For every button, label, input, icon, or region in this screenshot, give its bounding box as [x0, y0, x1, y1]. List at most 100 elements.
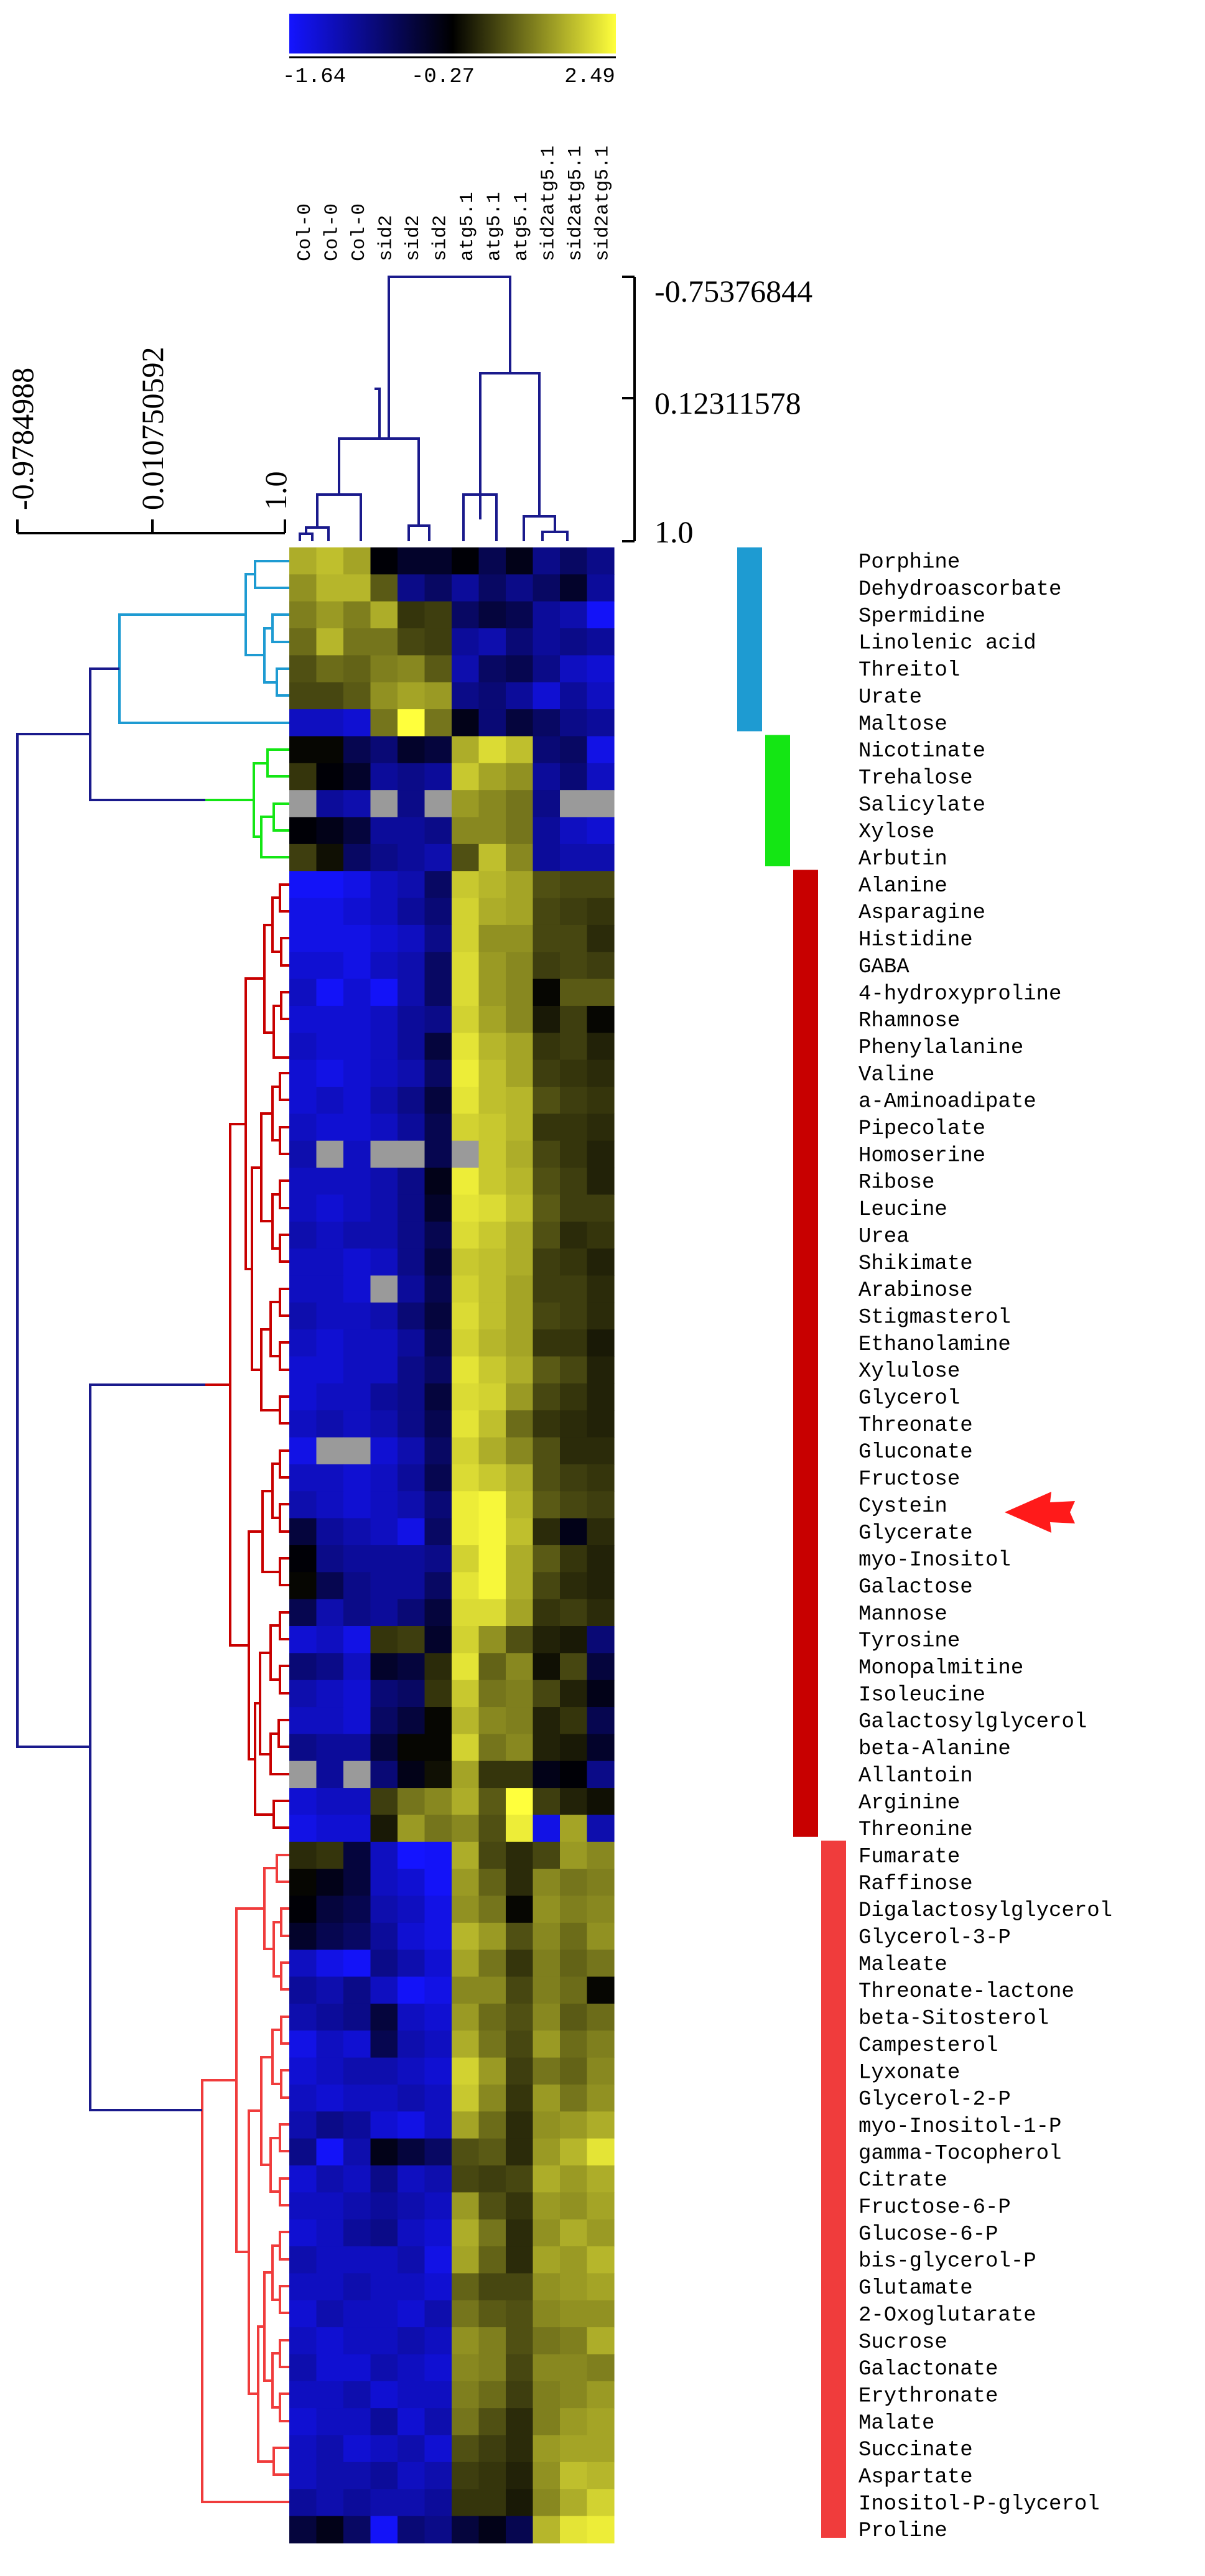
heatmap-cell [316, 736, 344, 764]
heatmap-cell [533, 2408, 561, 2436]
heatmap-cell [289, 1895, 317, 1923]
heatmap-cell [343, 871, 371, 899]
heatmap-cell [424, 2435, 452, 2463]
heatmap-cell [316, 1168, 344, 1195]
heatmap-cell [452, 1087, 480, 1114]
heatmap-cell [587, 1140, 615, 1168]
heatmap-cell [452, 574, 480, 602]
heatmap-cell [424, 1680, 452, 1708]
row-label: 2-Oxoglutarate [858, 2304, 1036, 2327]
heatmap-cell [370, 952, 398, 980]
row-label: Lyxonate [858, 2061, 960, 2085]
heatmap-cell [478, 2273, 506, 2301]
highlight-arrow [1005, 1492, 1075, 1533]
heatmap-cell [316, 924, 344, 952]
heatmap-cell [560, 898, 588, 926]
heatmap-cell [316, 1410, 344, 1438]
heatmap-cell [587, 817, 615, 845]
heatmap-cell [506, 871, 534, 899]
heatmap-cell [289, 1760, 317, 1788]
heatmap-cell [289, 1976, 317, 2004]
heatmap-cell [478, 1976, 506, 2004]
heatmap-cell [370, 2030, 398, 2058]
heatmap-cell [533, 979, 561, 1007]
heatmap-cell [506, 817, 534, 845]
heatmap-cell [398, 1626, 426, 1653]
heatmap-cell [560, 1383, 588, 1411]
heatmap-cell [506, 736, 534, 764]
heatmap-cell [316, 1760, 344, 1788]
heatmap-cell [533, 1895, 561, 1923]
heatmap-cell [343, 790, 371, 818]
heatmap-cell [478, 2489, 506, 2517]
heatmap-cell [343, 1572, 371, 1600]
heatmap-cell [506, 790, 534, 818]
heatmap-cell [533, 2300, 561, 2328]
heatmap-cell [560, 2246, 588, 2274]
heatmap-cell [316, 898, 344, 926]
row-label: a-Aminoadipate [858, 1090, 1036, 1114]
heatmap-cell [587, 1033, 615, 1061]
row-label: Maltose [858, 713, 947, 737]
heatmap-cell [398, 1922, 426, 1950]
heatmap-cell [289, 601, 317, 629]
heatmap-cell [424, 736, 452, 764]
heatmap-cell [587, 1680, 615, 1708]
row-label: Ethanolamine [858, 1333, 1011, 1357]
heatmap-cell [452, 2273, 480, 2301]
heatmap-cell [587, 1114, 615, 1142]
heatmap-cell [289, 2273, 317, 2301]
heatmap-cell [316, 1329, 344, 1357]
heatmap-cell [533, 1760, 561, 1788]
heatmap-cell [316, 1464, 344, 1492]
heatmap-cell [289, 1302, 317, 1330]
heatmap-cell [506, 1545, 534, 1573]
heatmap-cell [289, 2030, 317, 2058]
heatmap-cell [452, 1680, 480, 1708]
heatmap-cell [533, 2354, 561, 2382]
heatmap-cell [424, 2354, 452, 2382]
heatmap-cell [370, 979, 398, 1007]
heatmap-cell [587, 1734, 615, 1762]
heatmap-cell [289, 2165, 317, 2193]
heatmap-cell [343, 1302, 371, 1330]
heatmap-cell [452, 682, 480, 710]
heatmap-cell [316, 2057, 344, 2085]
heatmap-cell [316, 1976, 344, 2004]
heatmap-cell [370, 2219, 398, 2247]
heatmap-cell [370, 655, 398, 683]
heatmap-cell [343, 1734, 371, 1762]
heatmap-cell [560, 1680, 588, 1708]
heatmap-cell [478, 817, 506, 845]
heatmap-cell [560, 1410, 588, 1438]
heatmap-cell [533, 601, 561, 629]
heatmap-cell [478, 1275, 506, 1303]
heatmap-cell [506, 2003, 534, 2031]
heatmap-cell [533, 1626, 561, 1653]
heatmap-cell [289, 1221, 317, 1249]
heatmap-cell [506, 2273, 534, 2301]
heatmap-cell [289, 2084, 317, 2112]
heatmap-cell [506, 979, 534, 1007]
heatmap-cell [478, 790, 506, 818]
row-label: Shikimate [858, 1252, 973, 1276]
heatmap-cell [560, 1895, 588, 1923]
heatmap-cell [289, 1329, 317, 1357]
row-label: Leucine [858, 1198, 947, 1222]
heatmap-cell [506, 1464, 534, 1492]
heatmap-cell [506, 574, 534, 602]
heatmap-cell [343, 2516, 371, 2544]
heatmap-cell [452, 1356, 480, 1384]
heatmap-cell [478, 1005, 506, 1033]
heatmap-cell [424, 1464, 452, 1492]
heatmap-cell [343, 1841, 371, 1869]
heatmap-cell [506, 1869, 534, 1897]
heatmap-cell [587, 1275, 615, 1303]
heatmap-cell [289, 2111, 317, 2139]
heatmap-cell [289, 2516, 317, 2544]
heatmap-cell [316, 1895, 344, 1923]
heatmap-cell [289, 1815, 317, 1843]
row-label: Glucose-6-P [858, 2223, 998, 2246]
heatmap-cell [343, 979, 371, 1007]
heatmap-cell [343, 1221, 371, 1249]
